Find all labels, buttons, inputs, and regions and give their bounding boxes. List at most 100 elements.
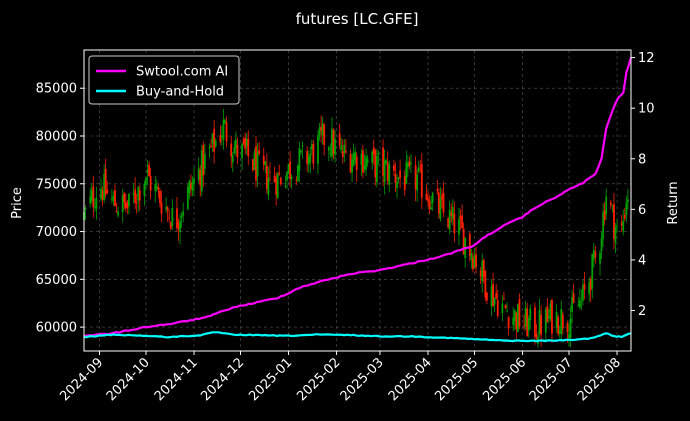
candle-body [190,182,192,189]
candle-body [168,217,171,219]
candle-body [138,190,141,201]
candle-body [300,150,302,153]
candle-body [241,143,243,159]
candle-body [100,188,102,200]
candle-body [318,127,321,136]
return-lines [83,57,633,343]
candle-body [614,227,617,243]
candle-body [447,218,450,228]
candle-body [258,150,261,154]
candle-body [307,156,310,165]
candle-body [90,190,93,201]
candle-body [225,122,228,142]
candle-body [479,270,482,277]
candle-body [253,152,256,171]
candle-body [482,259,485,277]
candle-body [146,169,149,173]
candle-body [436,189,439,192]
candle-body [393,165,395,171]
candle-body [289,161,291,179]
candle-body [599,252,601,264]
candle-body [485,292,488,301]
candle-body [182,211,185,216]
candle-body [276,173,279,199]
candle-body [329,152,332,154]
y-left-tick-label: 75000 [36,177,77,192]
candle-body [354,151,357,161]
candle-body [414,165,417,190]
legend-label-buy-and-hold: Buy-and-Hold [136,85,224,100]
candle-body [459,216,462,220]
candle-body [430,207,433,210]
candle-body [320,126,322,131]
candle-body [396,182,398,189]
candle-body [602,212,605,239]
candle-body [386,162,389,181]
candle-body [317,135,319,164]
candle-body [135,202,138,204]
candle-body [507,317,510,329]
candle-body [577,304,580,306]
candle-body [321,123,324,136]
candle-body [428,200,431,210]
candle-body [484,270,487,298]
candle-body [524,307,527,327]
candle-body [549,303,552,320]
candle-body [89,196,92,204]
candle-body [343,144,346,153]
candle-body [419,165,422,167]
candle-body [627,199,629,203]
candle-body [506,311,508,313]
candle-body [591,254,594,289]
candle-body [399,170,402,179]
candle-body [377,153,380,155]
candle-body [154,184,157,191]
candle-body [492,283,494,306]
candle-body [405,162,408,185]
candle-body [197,168,200,180]
candle-body [301,145,304,147]
candle-body [410,163,412,165]
candle-body [323,124,326,146]
candle-body [529,308,532,321]
legend-box [88,55,240,105]
candle-body [149,176,152,191]
candle-body [169,222,172,229]
candle-body [352,153,355,167]
candle-body [287,163,290,173]
y-left-tick-label: 65000 [36,273,77,288]
candle-body [394,174,397,184]
candle-body [112,196,115,201]
candle-body [267,178,270,195]
candle-body [382,147,384,176]
candle-body [462,228,465,255]
candle-body [355,156,358,170]
candle-body [362,150,364,173]
candle-body [179,220,181,233]
candle-body [236,144,239,158]
legend-label-swtool: Swtool.com AI [136,65,228,80]
candle-body [177,222,180,229]
candle-body [557,317,560,335]
candle-body [388,164,391,185]
candle-body [518,299,521,327]
candle-body [616,225,618,227]
candle-body [132,193,135,196]
candle-body [334,138,336,155]
candle-body [159,191,161,204]
y-right-tick-label: 8 [638,152,646,167]
candle-body [349,153,352,173]
candle-body [582,284,584,301]
candle-body [571,297,574,313]
candle-body [546,306,549,323]
candle-body [338,133,341,145]
y-axis-left-label: Price [10,187,25,219]
candle-body [92,186,95,208]
candle-body [431,193,434,203]
candle-body [371,151,374,163]
candle-body [214,140,217,147]
candle-body [437,192,440,214]
candle-body [114,190,116,207]
candle-body [363,165,366,169]
